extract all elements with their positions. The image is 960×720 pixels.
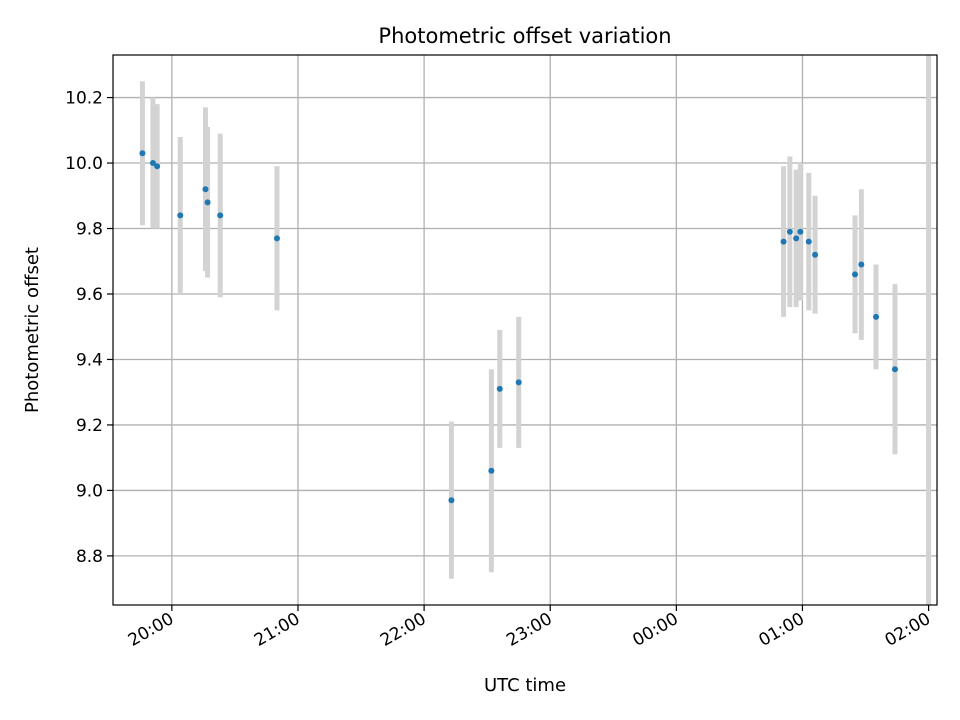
y-tick-label: 9.6 bbox=[76, 285, 103, 305]
plot-frame bbox=[112, 54, 938, 606]
data-points bbox=[139, 150, 898, 504]
data-point bbox=[858, 261, 865, 268]
data-point bbox=[202, 186, 209, 193]
data-point bbox=[805, 238, 812, 245]
data-point bbox=[217, 212, 224, 219]
grid bbox=[113, 55, 937, 605]
y-tick-label: 8.8 bbox=[76, 547, 103, 567]
y-axis-label: Photometric offset bbox=[22, 247, 43, 413]
data-point bbox=[488, 467, 495, 474]
x-axis-label: UTC time bbox=[484, 675, 566, 696]
data-point bbox=[496, 385, 503, 392]
data-point bbox=[149, 160, 156, 167]
y-tick-label: 10.0 bbox=[65, 154, 103, 174]
data-point bbox=[780, 238, 787, 245]
y-tick-label: 9.4 bbox=[76, 350, 103, 370]
data-point bbox=[177, 212, 184, 219]
chart-title: Photometric offset variation bbox=[378, 24, 671, 48]
data-point bbox=[873, 313, 880, 320]
data-point bbox=[139, 150, 146, 157]
data-point bbox=[793, 235, 800, 242]
data-point bbox=[273, 235, 280, 242]
y-tick-label: 9.0 bbox=[76, 481, 103, 501]
data-point bbox=[812, 251, 819, 258]
data-point bbox=[891, 366, 898, 373]
data-point bbox=[515, 379, 522, 386]
data-point bbox=[204, 199, 211, 206]
y-tick-label: 10.2 bbox=[65, 89, 103, 109]
data-point bbox=[786, 228, 793, 235]
data-point bbox=[448, 497, 455, 504]
data-point bbox=[154, 163, 161, 170]
data-point bbox=[797, 228, 804, 235]
y-tick-label: 9.2 bbox=[76, 416, 103, 436]
y-tick-label: 9.8 bbox=[76, 220, 103, 240]
data-point bbox=[852, 271, 859, 278]
